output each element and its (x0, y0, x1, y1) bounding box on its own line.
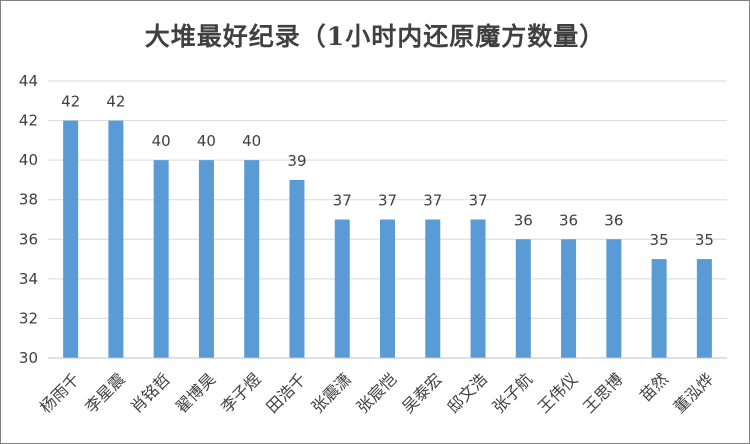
bar-3 (198, 160, 214, 358)
bar-8 (425, 219, 441, 358)
y-tick-label: 44 (19, 72, 38, 90)
x-tick-label: 李子煜 (217, 369, 264, 416)
data-label: 39 (287, 152, 306, 170)
data-label: 37 (333, 192, 352, 210)
data-label: 42 (61, 93, 80, 111)
data-label: 40 (242, 132, 261, 150)
data-label: 37 (468, 192, 487, 210)
bar-13 (651, 259, 667, 358)
x-tick-label: 肖铭哲 (127, 369, 174, 416)
y-tick-label: 32 (19, 309, 38, 327)
data-label: 36 (559, 211, 578, 229)
bar-12 (606, 239, 622, 358)
x-tick-label: 李星震 (81, 369, 128, 416)
x-tick-label: 苗然 (636, 369, 672, 405)
bar-6 (334, 219, 350, 358)
x-tick-label: 董泓烨 (670, 369, 717, 416)
y-tick-label: 30 (19, 349, 38, 367)
y-tick-label: 34 (19, 270, 38, 288)
data-label: 35 (650, 231, 669, 249)
x-tick-label: 邸文浩 (443, 369, 490, 416)
y-tick-label: 38 (19, 191, 38, 209)
data-label: 40 (152, 132, 171, 150)
data-label: 40 (197, 132, 216, 150)
x-tick-label: 田浩千 (262, 369, 309, 416)
data-label: 35 (695, 231, 714, 249)
y-tick-label: 40 (19, 151, 38, 169)
x-tick-label: 翟博昊 (172, 369, 219, 416)
bar-2 (153, 160, 169, 358)
y-tick-label: 36 (19, 230, 38, 248)
y-tick-label: 42 (19, 112, 38, 130)
bar-9 (470, 219, 486, 358)
data-label: 42 (106, 93, 125, 111)
bar-1 (108, 120, 124, 358)
bar-7 (380, 219, 395, 358)
x-tick-label: 张震潇 (308, 369, 355, 416)
bar-14 (696, 259, 712, 358)
x-tick-label: 王思博 (579, 369, 626, 416)
bar-4 (244, 160, 260, 358)
bar-0 (63, 120, 79, 358)
chart-title: 大堆最好纪录（1小时内还原魔方数量） (144, 22, 606, 51)
x-tick-label: 吴泰宏 (398, 369, 445, 416)
x-tick-label: 王伟仪 (534, 369, 581, 416)
data-label: 37 (378, 192, 397, 210)
x-tick-label: 杨雨千 (36, 369, 83, 416)
x-tick-label: 张宸恺 (353, 369, 400, 416)
data-label: 36 (514, 211, 533, 229)
data-label: 36 (604, 211, 623, 229)
bar-5 (289, 179, 305, 358)
x-tick-label: 张子航 (489, 369, 536, 416)
bar-11 (561, 239, 577, 358)
bar-10 (515, 239, 531, 358)
data-label: 37 (423, 192, 442, 210)
